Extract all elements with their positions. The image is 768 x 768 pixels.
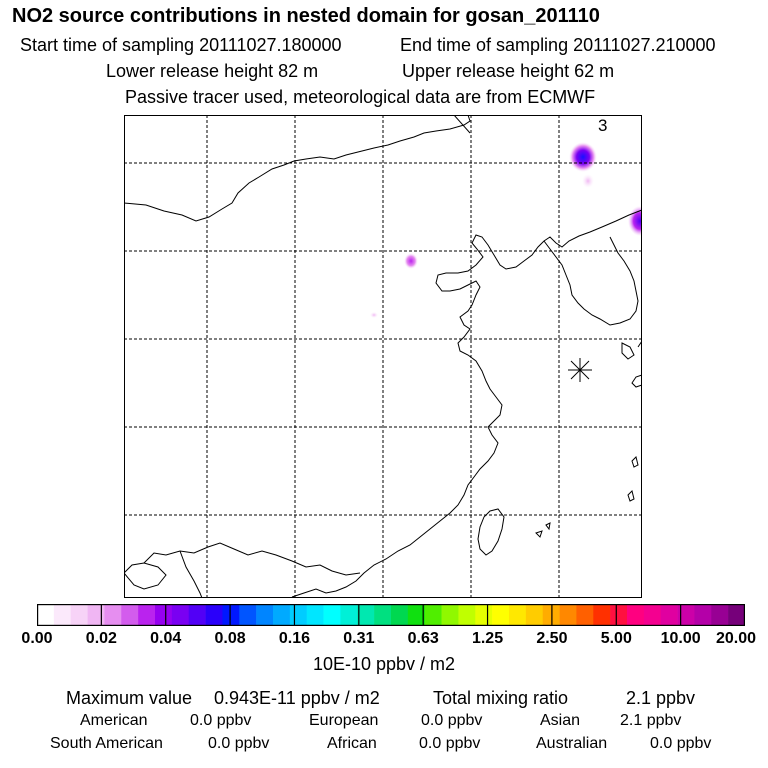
max-value: 0.943E-11 ppbv / m2 [214, 688, 380, 708]
concentration-spot-inland [404, 253, 418, 269]
region-value: 0.0 ppbv [190, 712, 252, 729]
colorbar-segment [728, 604, 745, 626]
region-name: Australian [536, 735, 608, 752]
colorbar-tick-label: 10.00 [660, 630, 701, 647]
colorbar-segment [542, 604, 560, 626]
colorbar-segment [121, 604, 139, 626]
northeast-border-line [453, 115, 471, 134]
colorbar-segment [53, 604, 72, 626]
colorbar-frame [37, 604, 745, 626]
colorbar-segment [306, 604, 324, 626]
korea-coast-line [543, 236, 639, 326]
colorbar-segment [407, 604, 426, 626]
colorbar-segment [340, 604, 358, 626]
colorbar-segment [525, 604, 544, 626]
colorbar-segment [188, 604, 206, 626]
colorbar-segment [458, 604, 476, 626]
taiwan-outline [477, 508, 505, 556]
colorbar-tick-label: 0.00 [21, 630, 53, 647]
region-value: 0.0 ppbv [421, 712, 483, 729]
colorbar-segment [677, 604, 695, 626]
coastlines [124, 115, 642, 598]
colorbar-segment [239, 604, 257, 626]
colorbar-segment [643, 604, 662, 626]
china-coast-line [291, 209, 642, 598]
colorbar-segment [660, 604, 678, 626]
japan-islands [535, 340, 642, 538]
colorbar-unit-label: 10E-10 ppbv / m2 [312, 654, 456, 674]
region-value: 0.0 ppbv [208, 735, 270, 752]
lat-lon-grid [124, 115, 642, 598]
start-time-label: Start time of sampling 20111027.180000 [20, 35, 342, 55]
end-time-label: End time of sampling 20111027.210000 [400, 35, 716, 55]
colorbar-segment [492, 604, 510, 626]
colorbar-segment [576, 604, 594, 626]
colorbar-segment [104, 604, 122, 626]
colorbar-segment [441, 604, 459, 626]
colorbar-segment [70, 604, 88, 626]
colorbar-segment [694, 604, 712, 626]
colorbar-tick-label: 0.31 [343, 630, 375, 647]
indochina-border-line [143, 542, 361, 576]
colorbar-segment [424, 604, 442, 626]
colorbar-tick-label: 1.25 [471, 630, 504, 647]
colorbar-segment [509, 604, 527, 626]
total-mixing-ratio-value: 2.1 ppbv [626, 688, 696, 708]
colorbar-segment [222, 604, 240, 626]
region-name: American [80, 712, 148, 729]
colorbar-segment [559, 604, 577, 626]
colorbar-tick-label: 0.04 [150, 630, 182, 647]
concentration-field [370, 142, 642, 318]
colorbar-segment [289, 604, 308, 626]
region-name: African [327, 735, 377, 752]
total-mixing-ratio-label: Total mixing ratio [433, 688, 569, 708]
colorbar-segment [475, 604, 493, 626]
colorbar-segment [357, 604, 375, 626]
colorbar-segment [627, 604, 645, 626]
upper-release-height-label: Upper release height 62 m [402, 61, 615, 81]
colorbar-tick-label: 5.00 [600, 630, 632, 647]
map-frame [124, 115, 642, 598]
map-panel: 3 [124, 115, 642, 598]
colorbar-tick-label: 0.02 [85, 630, 117, 647]
colorbar-segment [138, 604, 156, 626]
colorbar-segment [323, 604, 341, 626]
region-name: South American [50, 735, 163, 752]
concentration-spot-trace [370, 312, 378, 318]
page-title: NO2 source contributions in nested domai… [12, 5, 600, 27]
colorbar-segment [37, 604, 55, 626]
colorbar-segment [391, 604, 409, 626]
region-value: 0.0 ppbv [650, 735, 712, 752]
colorbar-tick-label: 2.50 [536, 630, 568, 647]
map-corner-label: 3 [598, 116, 607, 135]
southwest-border-line [179, 550, 203, 598]
concentration-spot-faint [582, 174, 594, 188]
colorbar-segment [610, 604, 628, 626]
northern-border-line [124, 115, 471, 222]
lower-release-height-label: Lower release height 82 m [106, 61, 319, 81]
colorbar-segment [87, 604, 105, 626]
colorbar [37, 604, 745, 626]
asterisk-icon [568, 358, 592, 382]
colorbar-tick-label: 0.16 [278, 630, 311, 647]
concentration-spot-northeast [569, 142, 597, 172]
colorbar-tick-label: 0.63 [407, 630, 439, 647]
colorbar-segment [155, 604, 173, 626]
colorbar-tick-label: 20.00 [715, 630, 757, 647]
region-name: Asian [540, 712, 581, 729]
region-name: European [309, 712, 379, 729]
colorbar-segment [171, 604, 190, 626]
region-value: 0.0 ppbv [419, 735, 481, 752]
colorbar-segment [273, 604, 291, 626]
tracer-info-label: Passive tracer used, meteorological data… [125, 87, 596, 107]
max-value-label: Maximum value [66, 688, 193, 708]
region-value: 2.1 ppbv [620, 712, 682, 729]
colorbar-tick-label: 0.08 [214, 630, 246, 647]
hainan-outline [124, 562, 167, 590]
colorbar-segment [711, 604, 729, 626]
colorbar-segment [374, 604, 392, 626]
colorbar-segment [256, 604, 274, 626]
colorbar-segment [205, 604, 223, 626]
colorbar-segment [593, 604, 611, 626]
